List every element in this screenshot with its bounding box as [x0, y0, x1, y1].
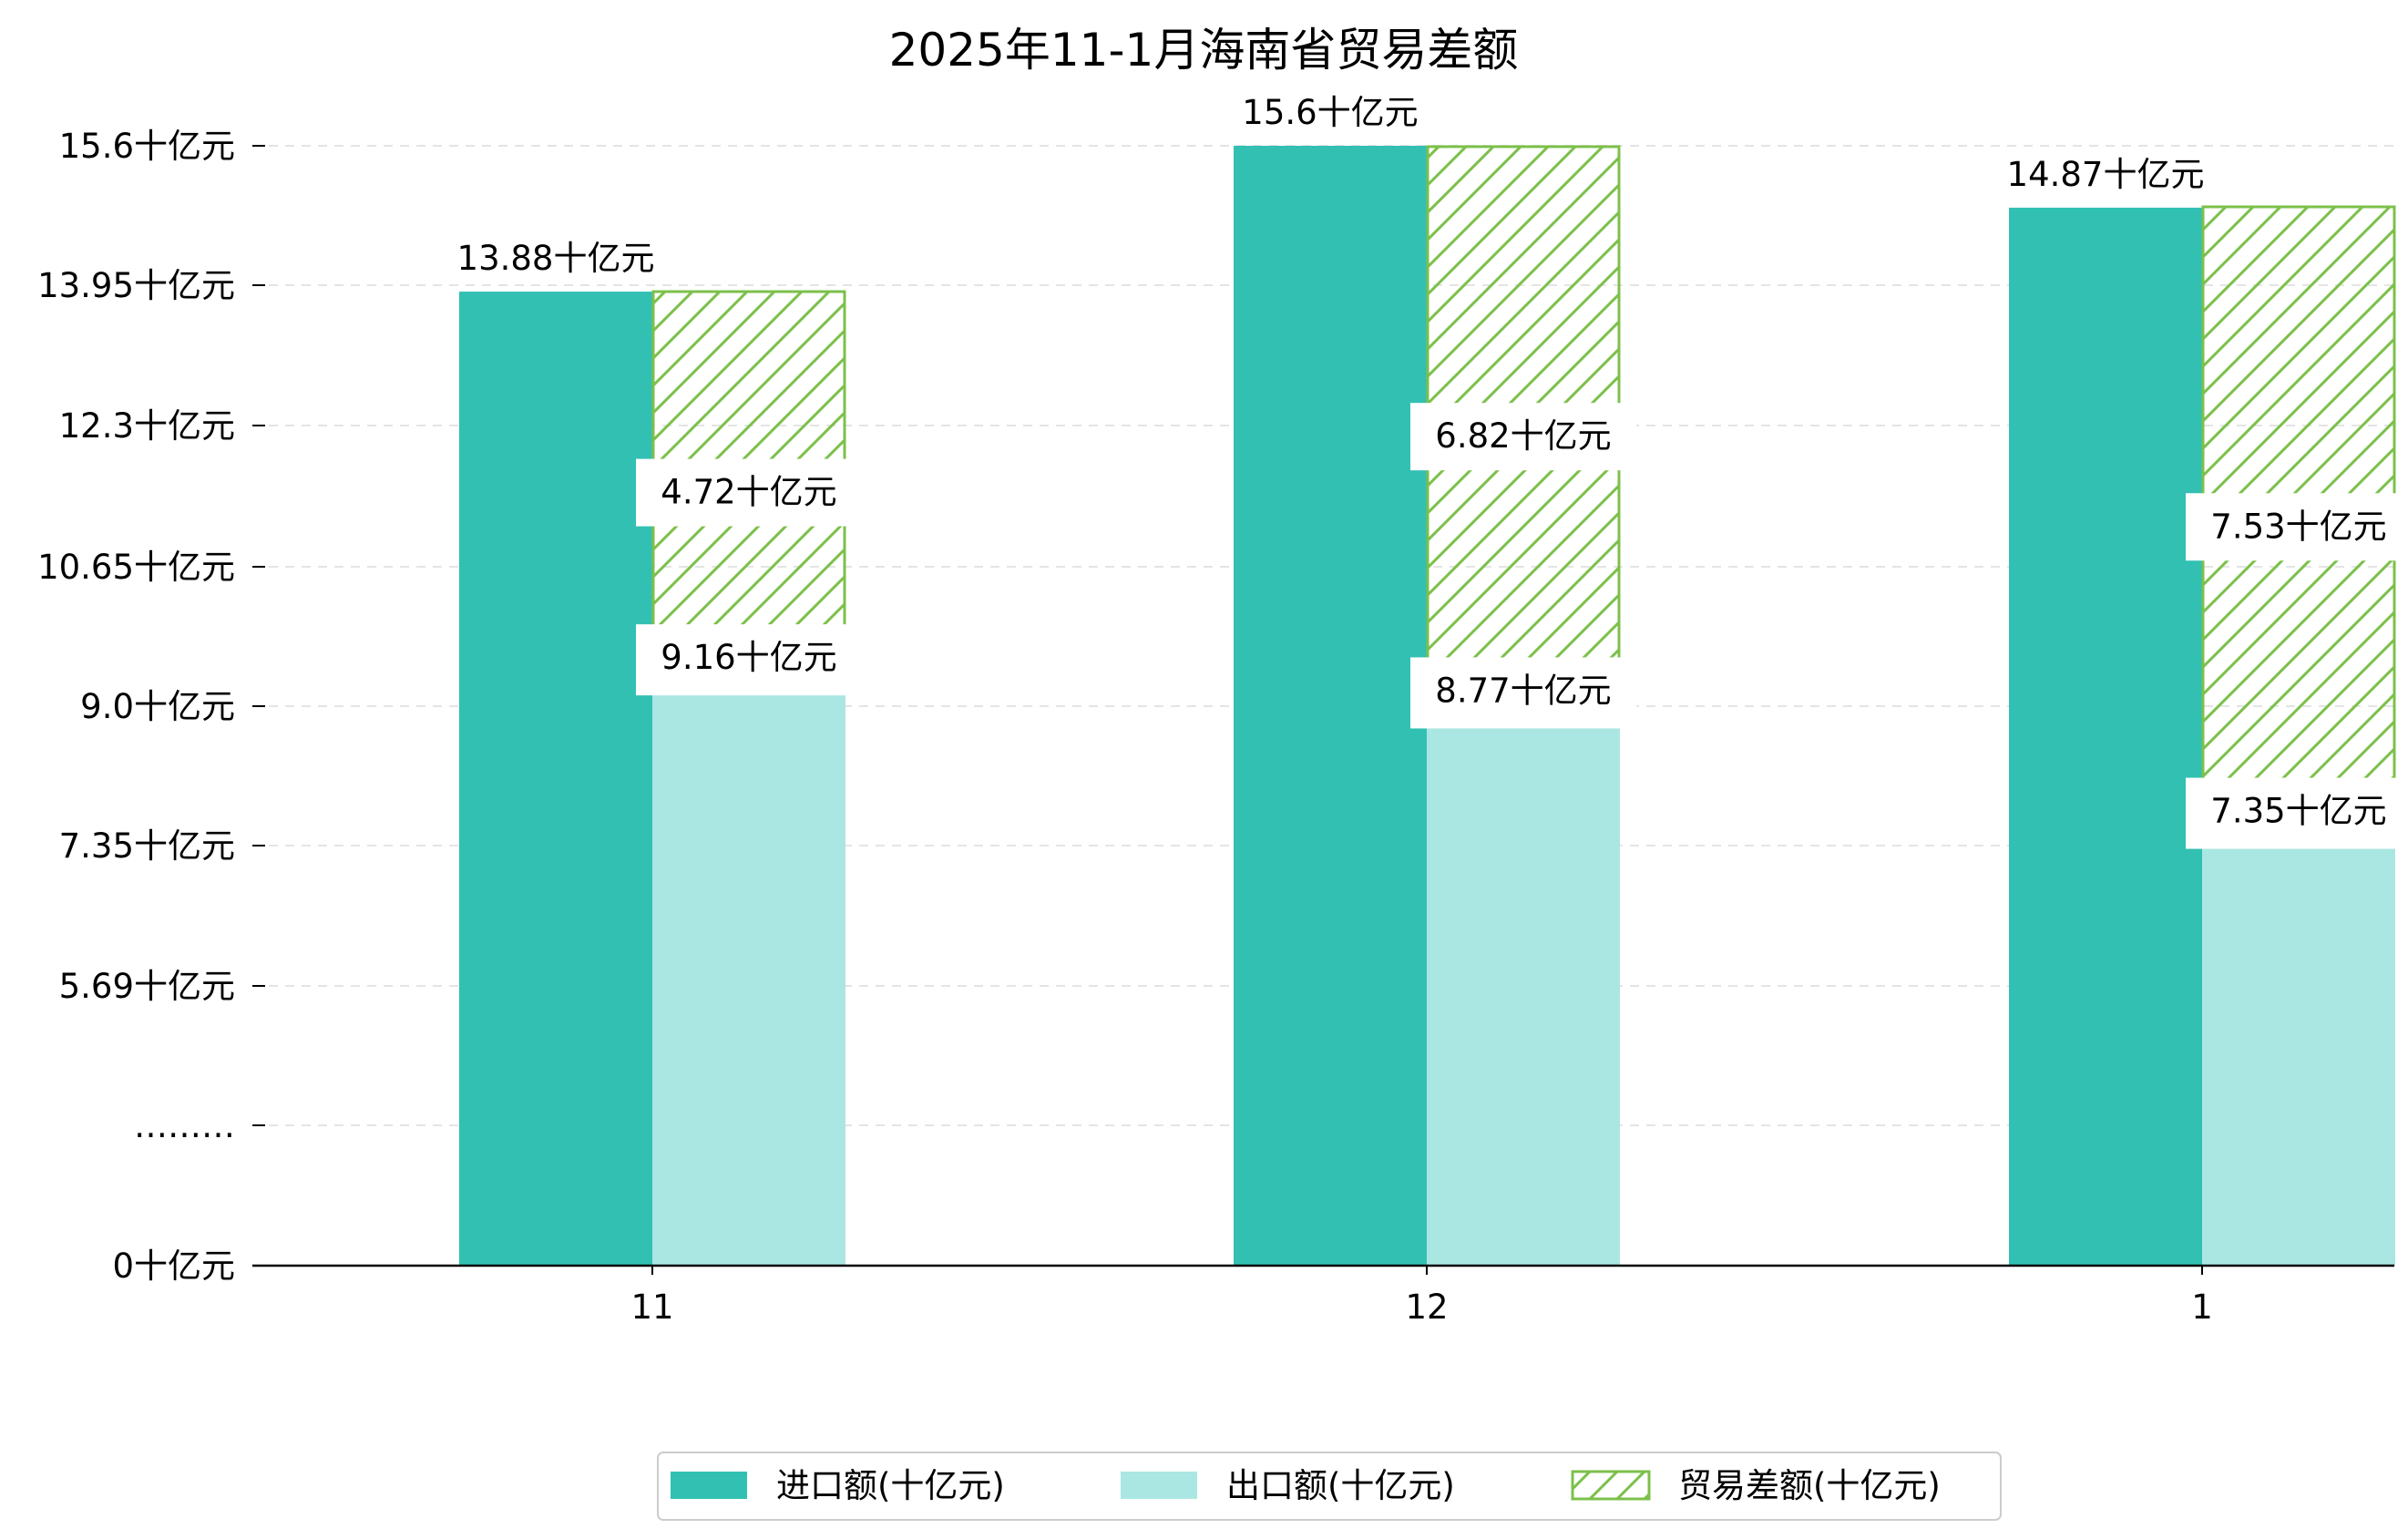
y-tick-label: 7.35十亿元: [59, 826, 235, 866]
import-value-label: 14.87十亿元: [2007, 155, 2205, 194]
import-value-label: 15.6十亿元: [1242, 93, 1418, 132]
export-label-box: [2186, 777, 2408, 849]
import-bar: [1234, 146, 1427, 1266]
legend: 进口额(十亿元) 出口额(十亿元) 贸易差额(十亿元): [657, 1452, 2002, 1521]
y-tick-label: ………: [134, 1106, 235, 1145]
x-tick-label: 12: [1405, 1288, 1448, 1327]
import-value-label: 13.88十亿元: [457, 239, 655, 278]
balance-value-label: 4.72十亿元: [661, 473, 836, 512]
legend-label: 贸易差额(十亿元): [1678, 1466, 1941, 1505]
legend-label: 出口额(十亿元): [1226, 1466, 1455, 1505]
y-tick-label: 15.6十亿元: [59, 127, 235, 166]
export-label-box: [1410, 657, 1636, 729]
balance-value-label: 7.53十亿元: [2210, 507, 2386, 546]
import-bar: [459, 292, 652, 1267]
export-value-label: 9.16十亿元: [661, 638, 836, 677]
y-tick-label: 10.65十亿元: [37, 548, 235, 587]
x-tick-label: 1: [2191, 1288, 2213, 1327]
export-bar: [1427, 724, 1620, 1266]
legend-swatch-import: [671, 1472, 747, 1499]
export-value-label: 7.35十亿元: [2210, 792, 2386, 831]
y-tick-label: 12.3十亿元: [59, 406, 235, 446]
axes: 0十亿元 ……… 5.69十亿元 7.35十亿元 9.0十亿元 10.65十亿元 12.3十…: [37, 127, 2394, 1327]
legend-swatch-export: [1121, 1472, 1197, 1499]
data-labels: 13.88十亿元 9.16十亿元 4.72十亿元 15.6十亿元 8.77十亿元 6.82…: [457, 93, 2408, 849]
y-tick-label: 5.69十亿元: [59, 967, 235, 1006]
balance-value-label: 6.82十亿元: [1435, 416, 1611, 456]
balance-label-box: [1410, 403, 1636, 471]
legend-swatch-balance: [1571, 1470, 1651, 1501]
chart-title: 2025年11-1月海南省贸易差额: [889, 24, 1519, 77]
export-bar: [652, 692, 845, 1266]
import-bar: [2009, 207, 2202, 1267]
export-bar: [2202, 845, 2395, 1266]
y-tick-label: 9.0十亿元: [80, 687, 235, 726]
balance-label-box: [2186, 493, 2408, 561]
export-value-label: 8.77十亿元: [1435, 671, 1611, 710]
legend-label: 进口额(十亿元): [776, 1466, 1005, 1505]
export-label-box: [636, 624, 862, 696]
x-tick-label: 11: [630, 1288, 673, 1327]
y-tick-label: 13.95十亿元: [37, 266, 235, 305]
y-tick-label: 0十亿元: [112, 1247, 235, 1286]
balance-label-box: [636, 458, 862, 527]
legend-box: [657, 1452, 2002, 1521]
